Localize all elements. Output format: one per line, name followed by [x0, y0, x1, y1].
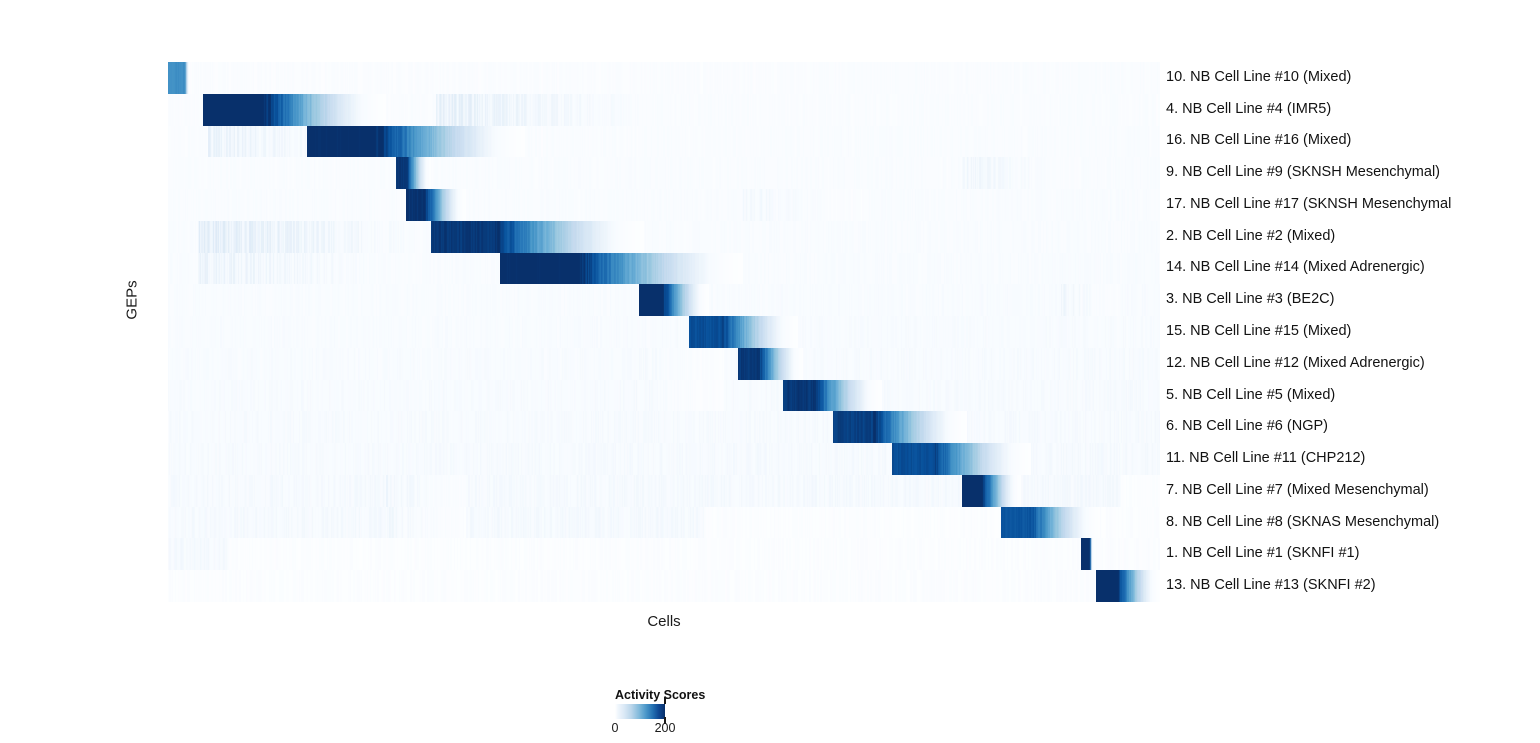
heatmap-activity-block [962, 474, 1021, 507]
heatmap-activity-block [307, 125, 525, 158]
heatmap-activity-block [783, 379, 882, 412]
color-legend: Activity Scores 0 200 [611, 688, 805, 743]
gep-row-label: 2. NB Cell Line #2 (Mixed) [1166, 227, 1336, 244]
heatmap-row-background [168, 62, 1160, 94]
heatmap-row-background [168, 316, 1160, 348]
heatmap-row [168, 220, 1160, 253]
x-axis-label: Cells [647, 613, 681, 630]
heatmap-plot-area [168, 62, 1160, 602]
y-axis-label: GEPs [123, 280, 141, 320]
heatmap-row-smear [386, 474, 466, 507]
heatmap-activity-block [1001, 506, 1100, 539]
heatmap-activity-block [689, 316, 798, 348]
gep-row-label: 11. NB Cell Line #11 (CHP212) [1166, 450, 1366, 467]
legend-tick-label: 200 [654, 721, 676, 735]
heatmap-activity-block [833, 411, 967, 444]
legend-tick-mark [664, 717, 666, 724]
gep-row-label: 7. NB Cell Line #7 (Mixed Mesenchymal) [1166, 481, 1429, 498]
gep-row-label: 14. NB Cell Line #14 (Mixed Adrenergic) [1166, 259, 1425, 276]
legend-tick-label: 0 [611, 721, 619, 735]
gep-row-label: 12. NB Cell Line #12 (Mixed Adrenergic) [1166, 354, 1425, 371]
heatmap-row-background [168, 570, 1160, 602]
heatmap-row-smear [962, 157, 1081, 190]
heatmap-activity-block [431, 220, 644, 253]
gep-row-label: 15. NB Cell Line #15 (Mixed) [1166, 323, 1352, 339]
heatmap-row-smear [198, 220, 406, 253]
heatmap-row-smear [1061, 284, 1120, 317]
heatmap-row-smear [743, 189, 862, 221]
heatmap-activity-block [203, 93, 386, 126]
heatmap-row [168, 62, 1160, 94]
heatmap-row [168, 411, 1160, 444]
heatmap-activity-block [892, 443, 1031, 475]
heatmap-row [168, 443, 1160, 475]
heatmap-row [168, 570, 1160, 602]
gep-row-label: 17. NB Cell Line #17 (SKNSH Mesenchymal [1166, 195, 1452, 212]
heatmap-row-smear [634, 347, 724, 380]
heatmap-row [168, 284, 1160, 317]
heatmap-row [168, 379, 1160, 412]
heatmap-row [168, 506, 1160, 539]
heatmap-activity-block [406, 189, 466, 221]
heatmap-row [168, 474, 1160, 507]
heatmap-row-background [168, 538, 1160, 571]
heatmap-row [168, 252, 1160, 285]
heatmap-row-smear [198, 252, 426, 285]
heatmap-activity-block [396, 157, 431, 190]
heatmap-activity-block [168, 62, 190, 94]
legend-title: Activity Scores [615, 688, 706, 702]
heatmap-activity-block [500, 252, 743, 285]
gep-row-label: 3. NB Cell Line #3 (BE2C) [1166, 291, 1335, 308]
legend-tick-mark [664, 697, 666, 704]
heatmap-row-smear [634, 379, 724, 412]
gep-row-label: 13. NB Cell Line #13 (SKNFI #2) [1166, 577, 1376, 594]
heatmap-row-smear [436, 93, 644, 126]
heatmap-row [168, 93, 1160, 126]
gep-row-label: 8. NB Cell Line #8 (SKNAS Mesenchymal) [1166, 513, 1440, 530]
legend-gradient-bar [615, 704, 665, 719]
heatmap-row-smear [386, 506, 466, 539]
gep-row-label: 4. NB Cell Line #4 (IMR5) [1166, 100, 1332, 117]
gep-row-label: 6. NB Cell Line #6 (NGP) [1166, 418, 1328, 435]
heatmap-row-background [168, 189, 1160, 221]
heatmap-activity-block [1096, 570, 1160, 602]
gep-row-label-list: 10. NB Cell Line #10 (Mixed) 4. NB Cell L… [1166, 62, 1540, 602]
heatmap-row [168, 189, 1160, 221]
gep-row-label: 1. NB Cell Line #1 (SKNFI #1) [1166, 545, 1360, 562]
heatmap-activity-block [1081, 538, 1093, 571]
heatmap-row [168, 316, 1160, 348]
heatmap-row-background [168, 506, 1160, 539]
gep-row-label: 10. NB Cell Line #10 (Mixed) [1166, 68, 1352, 85]
gep-row-label: 16. NB Cell Line #16 (Mixed) [1166, 132, 1352, 149]
heatmap-activity-block [738, 347, 803, 380]
heatmap-row [168, 347, 1160, 380]
gep-row-label: 9. NB Cell Line #9 (SKNSH Mesenchymal) [1166, 164, 1440, 181]
heatmap-activity-block [639, 284, 709, 317]
heatmap-row [168, 157, 1160, 190]
heatmap-row-background [168, 411, 1160, 444]
heatmap-row [168, 125, 1160, 158]
gep-row-label: 5. NB Cell Line #5 (Mixed) [1166, 386, 1336, 403]
heatmap-row [168, 538, 1160, 571]
